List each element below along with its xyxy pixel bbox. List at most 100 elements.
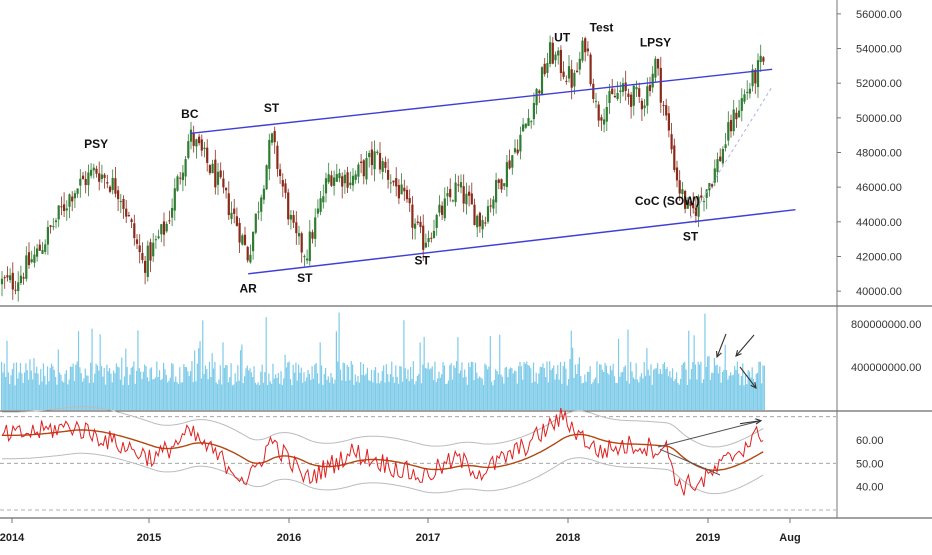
volume-bar [158,370,161,410]
volume-bar [117,366,119,410]
volume-bar [127,385,130,410]
volume-bar [137,330,139,410]
candle-body [160,224,163,235]
price-panel[interactable]: PSY BC ST AR ST ST UT Test LPSY CoC (SOW) ST [0,20,796,302]
volume-bar [381,370,383,410]
volume-bar [246,365,248,410]
candle-body [632,85,635,106]
price-candle [627,88,630,105]
candle-body [138,245,141,253]
volume-bar [34,373,36,410]
volume-bar [69,366,72,410]
volume-bar [300,367,302,410]
volume-bar [420,383,423,410]
candle-body [44,244,47,252]
price-candle [127,211,130,217]
price-candle [119,193,122,214]
rsi-panel[interactable] [0,406,836,511]
candle-body [751,69,754,87]
candle-body [103,174,106,178]
volume-bar [747,370,749,410]
price-candle [219,162,222,179]
candle-body [243,234,247,245]
price-candle [114,166,117,198]
price-candle [100,164,103,183]
volume-bar [751,367,753,410]
candle-body [362,160,365,177]
candle-body [419,221,422,228]
volume-bar [225,365,227,410]
price-candle [130,217,133,229]
price-candle [546,52,549,78]
volume-bar [330,373,332,410]
volume-bar [83,378,85,410]
volume-bar [111,382,113,410]
volume-bar [269,381,271,410]
volume-bar [669,371,671,410]
price-candle [513,139,517,154]
volume-tick-label: 800000000.00 [851,319,921,331]
volume-bar [690,369,693,410]
candle-body [63,204,66,211]
volume-bar [248,370,250,410]
price-candle [746,80,749,100]
volume-bar [280,371,282,410]
volume-panel[interactable] [1,312,765,410]
volume-bar [349,380,351,410]
candle-body [335,174,338,182]
volume-bar [107,371,109,410]
volume-bar [265,317,267,410]
volume-bar [91,328,93,410]
volume-bar [148,381,150,410]
candle-body [532,102,535,120]
price-candle [748,82,751,99]
candle-body [430,237,433,239]
volume-bar [140,371,142,410]
price-candle [484,216,487,227]
volume-bar [678,384,680,410]
candle-body [216,171,220,185]
volume-bar [412,361,414,410]
price-candle [54,217,58,229]
volume-bar [404,368,406,410]
volume-bar [755,373,757,410]
volume-bar [372,382,374,410]
price-candle [400,173,403,195]
candle-body [503,183,506,187]
price-candle [38,239,41,251]
price-candle [79,169,82,198]
volume-bar [192,382,194,410]
price-tick-label: 42000.00 [856,251,902,263]
volume-bar [198,348,200,410]
candle-body [675,167,679,181]
price-candle [133,214,136,246]
volume-bar [559,361,562,410]
rsi-line [1,408,764,496]
volume-bar [84,368,86,410]
candle-body [692,203,695,209]
volume-bar [95,363,97,410]
volume-bar [49,367,51,410]
candle-body [108,186,112,192]
volume-bar [435,381,437,410]
candle-body [648,85,652,92]
price-candle [73,190,76,209]
volume-bar [577,363,579,410]
volume-bar [356,381,358,410]
volume-bar [169,377,171,410]
volume-bar [447,380,450,410]
candle-body [554,54,557,61]
time-axis-label: 2017 [416,532,440,544]
volume-bar [273,378,275,410]
price-candle [381,157,384,180]
volume-bar [705,366,707,410]
candle-body [11,272,14,290]
price-candle [454,173,457,207]
volume-bar [388,381,390,410]
volume-bar [572,347,574,410]
candle-body [651,73,654,88]
price-candle [443,187,446,222]
price-candle [643,99,646,117]
volume-bar [507,377,509,410]
